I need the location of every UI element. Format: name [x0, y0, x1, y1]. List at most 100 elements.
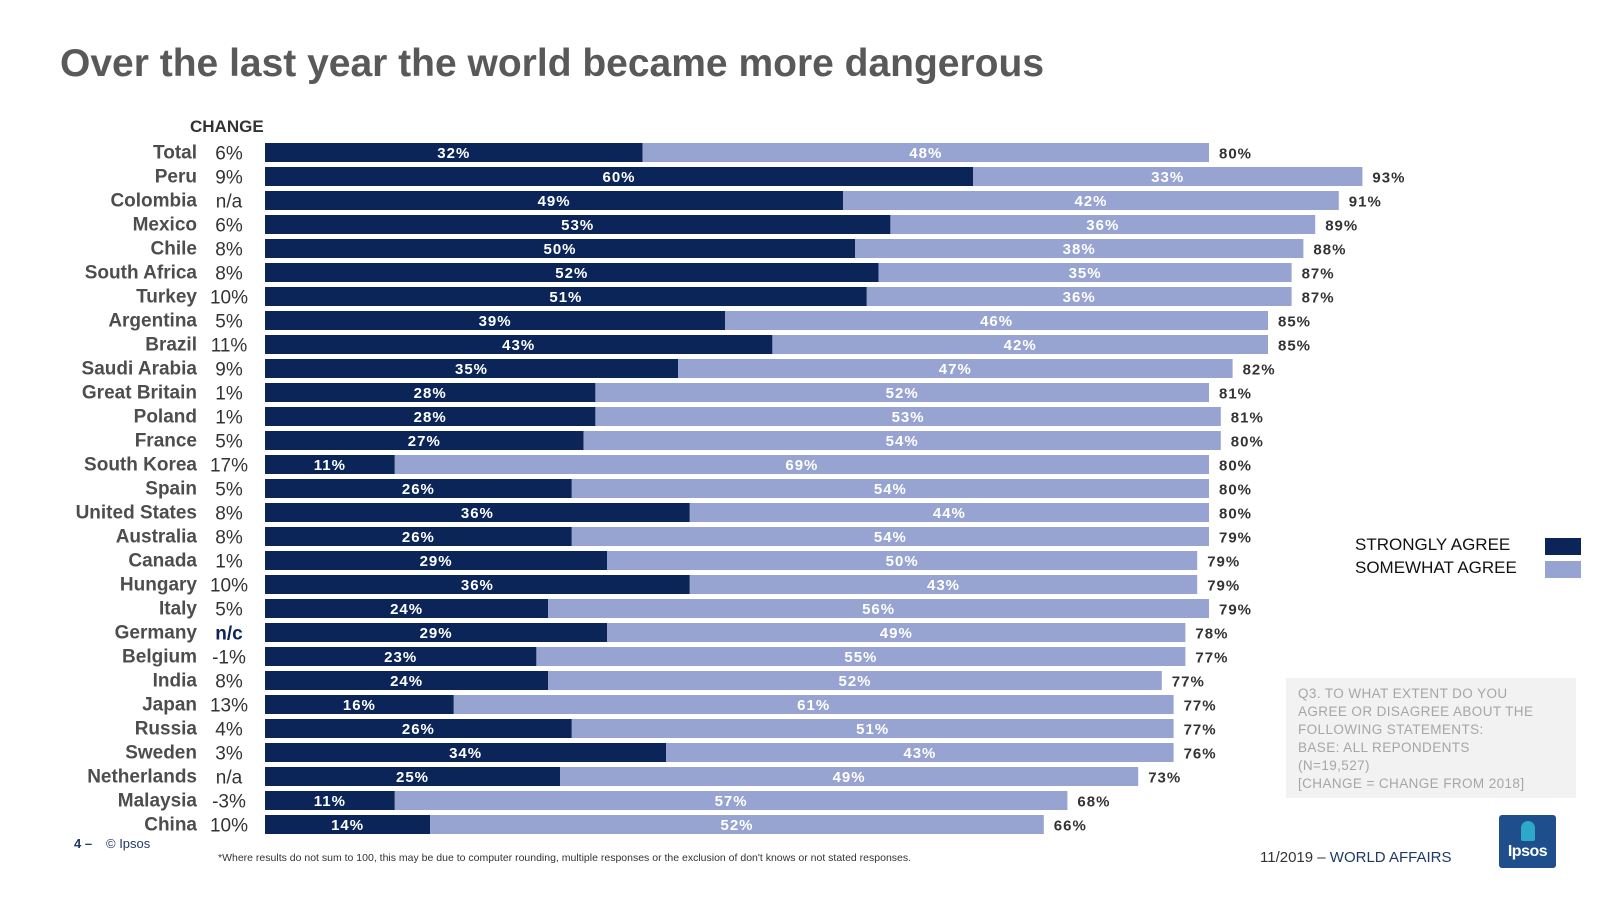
total-label: 91% — [1349, 194, 1382, 211]
category-label: Hungary — [120, 575, 198, 596]
note-line: Q3. TO WHAT EXTENT DO YOU — [1298, 686, 1508, 701]
bar-somewhat-agree — [595, 383, 1209, 402]
change-value: 4% — [215, 720, 243, 741]
category-label: Canada — [128, 551, 197, 572]
note-line: (N=19,527) — [1298, 758, 1370, 773]
change-value: 10% — [210, 288, 248, 309]
bar-strongly-agree — [265, 527, 572, 546]
total-label: 85% — [1278, 314, 1311, 331]
bar-somewhat-agree — [571, 719, 1174, 738]
category-label: Sweden — [125, 743, 197, 764]
category-label: Colombia — [110, 191, 197, 212]
total-label: 80% — [1219, 146, 1252, 163]
data-label-somewhat-agree: 50% — [886, 553, 919, 570]
total-label: 78% — [1195, 626, 1228, 643]
change-value: 5% — [215, 432, 243, 453]
category-label: Russia — [135, 719, 198, 740]
bar-strongly-agree — [265, 767, 560, 786]
category-label: Mexico — [133, 215, 197, 236]
change-value: 11% — [211, 336, 248, 357]
logo-text: Ipsos — [1507, 843, 1548, 860]
category-label: Poland — [134, 407, 197, 428]
total-label: 77% — [1184, 698, 1217, 715]
footer-date-section: 11/2019 – WORLD AFFAIRS — [1260, 849, 1451, 866]
bar-strongly-agree — [265, 791, 395, 810]
footer-date: 11/2019 – — [1260, 849, 1326, 866]
question-note-box: Q3. TO WHAT EXTENT DO YOU AGREE OR DISAG… — [1286, 678, 1576, 798]
total-label: 77% — [1195, 650, 1228, 667]
total-label: 80% — [1219, 458, 1252, 475]
data-label-strongly-agree: 49% — [538, 193, 571, 210]
change-value: 5% — [215, 312, 243, 333]
bar-strongly-agree — [265, 551, 608, 570]
data-label-somewhat-agree: 53% — [892, 409, 925, 426]
category-label: Brazil — [145, 335, 197, 356]
category-label: Malaysia — [118, 791, 198, 812]
data-label-strongly-agree: 52% — [555, 265, 588, 282]
footnote: *Where results do not sum to 100, this m… — [218, 852, 912, 864]
bar-strongly-agree — [265, 311, 726, 330]
category-label: Italy — [159, 599, 197, 620]
total-label: 80% — [1219, 482, 1252, 499]
bar-strongly-agree — [265, 575, 690, 594]
bar-strongly-agree — [265, 167, 973, 186]
legend-label: STRONGLY AGREE — [1355, 535, 1511, 554]
total-label: 93% — [1372, 170, 1405, 187]
data-label-somewhat-agree: 43% — [927, 577, 960, 594]
bar-somewhat-agree — [678, 359, 1233, 378]
data-label-strongly-agree: 24% — [390, 601, 423, 618]
category-label: Spain — [145, 479, 197, 500]
category-label: Chile — [151, 239, 197, 260]
category-label: China — [144, 815, 197, 836]
change-value: 8% — [215, 672, 243, 693]
total-label: 77% — [1184, 722, 1217, 739]
data-label-strongly-agree: 51% — [549, 289, 582, 306]
bar-somewhat-agree — [642, 143, 1209, 162]
bar-somewhat-agree — [430, 815, 1044, 834]
bar-somewhat-agree — [394, 455, 1209, 474]
change-value: 10% — [210, 576, 248, 597]
category-label: South Africa — [85, 263, 198, 284]
bar-strongly-agree — [265, 695, 454, 714]
bar-strongly-agree — [265, 431, 584, 450]
total-label: 81% — [1219, 386, 1252, 403]
change-value: 17% — [210, 456, 248, 477]
total-label: 73% — [1148, 770, 1181, 787]
category-label: Australia — [116, 527, 198, 548]
bar-strongly-agree — [265, 239, 855, 258]
data-label-strongly-agree: 43% — [502, 337, 535, 354]
data-label-strongly-agree: 24% — [390, 673, 423, 690]
bar-somewhat-agree — [453, 695, 1174, 714]
bar-somewhat-agree — [571, 479, 1209, 498]
total-label: 79% — [1207, 578, 1240, 595]
data-label-strongly-agree: 39% — [479, 313, 512, 330]
change-value: 13% — [210, 696, 248, 717]
bar-strongly-agree — [265, 719, 572, 738]
bar-strongly-agree — [265, 383, 596, 402]
data-label-somewhat-agree: 51% — [856, 721, 889, 738]
data-label-strongly-agree: 36% — [461, 577, 494, 594]
bar-somewhat-agree — [689, 575, 1198, 594]
data-label-strongly-agree: 11% — [314, 793, 346, 810]
data-label-strongly-agree: 35% — [455, 361, 488, 378]
note-line: AGREE OR DISAGREE ABOUT THE — [1298, 704, 1534, 719]
bar-somewhat-agree — [890, 215, 1316, 234]
total-label: 79% — [1219, 602, 1252, 619]
bar-somewhat-agree — [843, 191, 1339, 210]
data-label-strongly-agree: 25% — [396, 769, 429, 786]
page-number: 4 – — [74, 836, 93, 851]
bar-strongly-agree — [265, 215, 891, 234]
bar-strongly-agree — [265, 191, 844, 210]
data-label-strongly-agree: 32% — [437, 145, 470, 162]
total-label: 87% — [1302, 266, 1335, 283]
data-label-somewhat-agree: 35% — [1069, 265, 1102, 282]
change-column-header: CHANGE — [190, 117, 264, 136]
bar-somewhat-agree — [583, 431, 1221, 450]
total-label: 82% — [1243, 362, 1276, 379]
total-label: 66% — [1054, 818, 1087, 835]
change-value: 5% — [215, 600, 243, 621]
copyright: © Ipsos — [106, 836, 151, 851]
total-label: 88% — [1313, 242, 1346, 259]
data-label-somewhat-agree: 54% — [886, 433, 919, 450]
